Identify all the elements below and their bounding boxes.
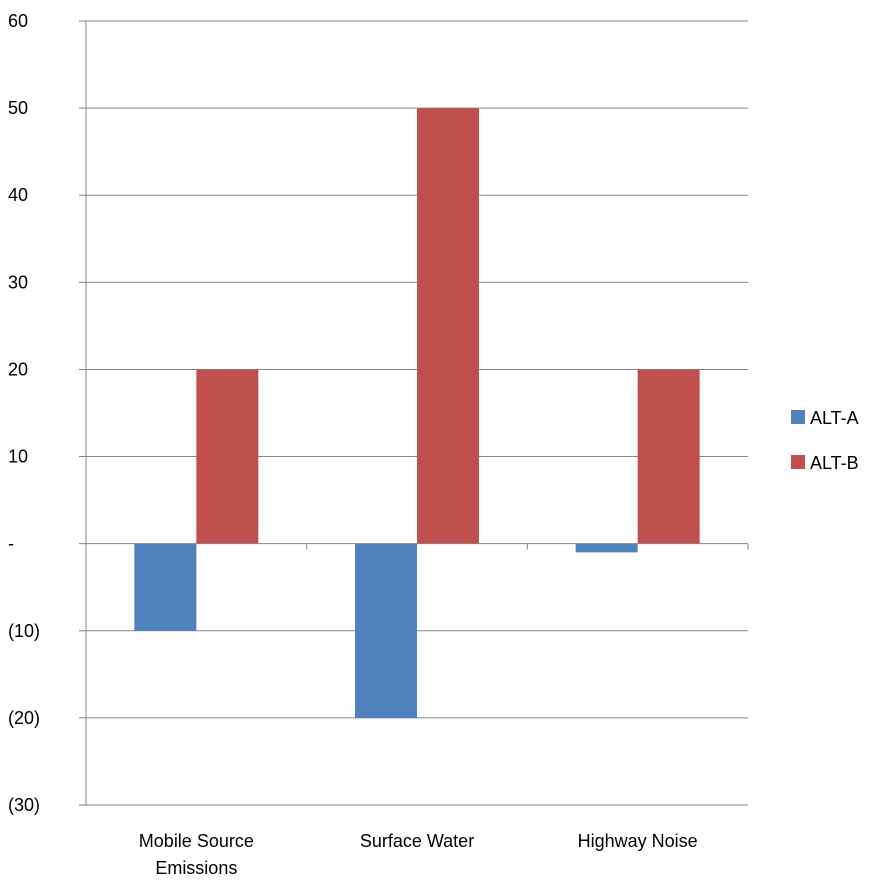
legend: ALT-A ALT-B	[791, 408, 859, 473]
legend-swatch-alt-b	[791, 455, 805, 469]
y-tick-label: 30	[8, 272, 28, 292]
bar-alt-b	[637, 369, 700, 544]
y-tick-label: 20	[8, 359, 28, 379]
y-tick-label: 10	[8, 447, 28, 467]
y-tick-label: (20)	[8, 708, 40, 728]
x-axis-tick-labels: Mobile Source Emissions Surface Water Highw…	[139, 831, 698, 878]
y-tick-label: 50	[8, 98, 28, 118]
bar-alt-b	[417, 108, 479, 544]
legend-label-alt-b: ALT-B	[810, 453, 859, 473]
y-tick-label: 60	[8, 11, 28, 31]
x-tick-label: Emissions	[155, 858, 237, 878]
x-tick-label: Mobile Source	[139, 831, 254, 851]
y-tick-label: 40	[8, 185, 28, 205]
x-tick-label: Highway Noise	[578, 831, 698, 851]
y-tick-label: (10)	[8, 621, 40, 641]
x-tick-label: Surface Water	[360, 831, 474, 851]
bar-alt-a	[575, 543, 638, 553]
y-tick-label: (30)	[8, 795, 40, 815]
bar-alt-a	[134, 543, 197, 631]
legend-swatch-alt-a	[791, 410, 805, 424]
bar-alt-a	[355, 543, 417, 718]
y-axis-tick-labels: 60 50 40 30 20 10 - (10) (20) (30)	[8, 11, 40, 815]
legend-label-alt-a: ALT-A	[810, 408, 859, 428]
bar-alt-b	[196, 369, 259, 544]
axes	[79, 21, 749, 805]
y-tick-label: -	[8, 534, 14, 554]
bars	[134, 108, 700, 718]
